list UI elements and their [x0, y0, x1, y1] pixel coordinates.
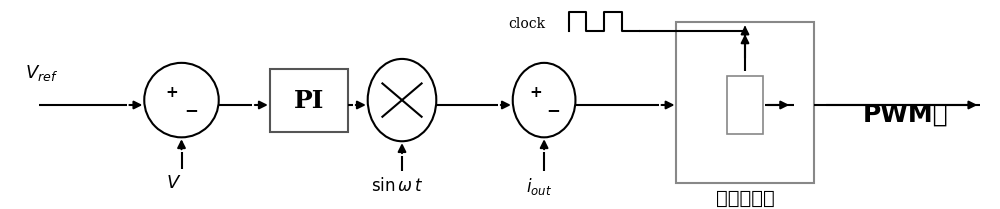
Text: clock: clock — [508, 17, 545, 31]
Text: −: − — [546, 101, 560, 119]
Text: PWM波: PWM波 — [863, 103, 948, 127]
Text: $i_{out}$: $i_{out}$ — [526, 176, 552, 197]
Text: PI: PI — [294, 89, 324, 113]
Text: −: − — [184, 101, 198, 119]
Bar — [727, 76, 763, 134]
Text: $\mathrm{sin}\,\omega\, t$: $\mathrm{sin}\,\omega\, t$ — [371, 177, 423, 195]
Bar — [676, 22, 814, 183]
Bar — [270, 69, 348, 133]
Text: $V_{ref}$: $V_{ref}$ — [25, 63, 58, 83]
Text: +: + — [529, 85, 542, 100]
Text: +: + — [165, 85, 178, 100]
Text: $V$: $V$ — [166, 174, 181, 192]
Text: 滞环比较器: 滞环比较器 — [716, 189, 774, 208]
